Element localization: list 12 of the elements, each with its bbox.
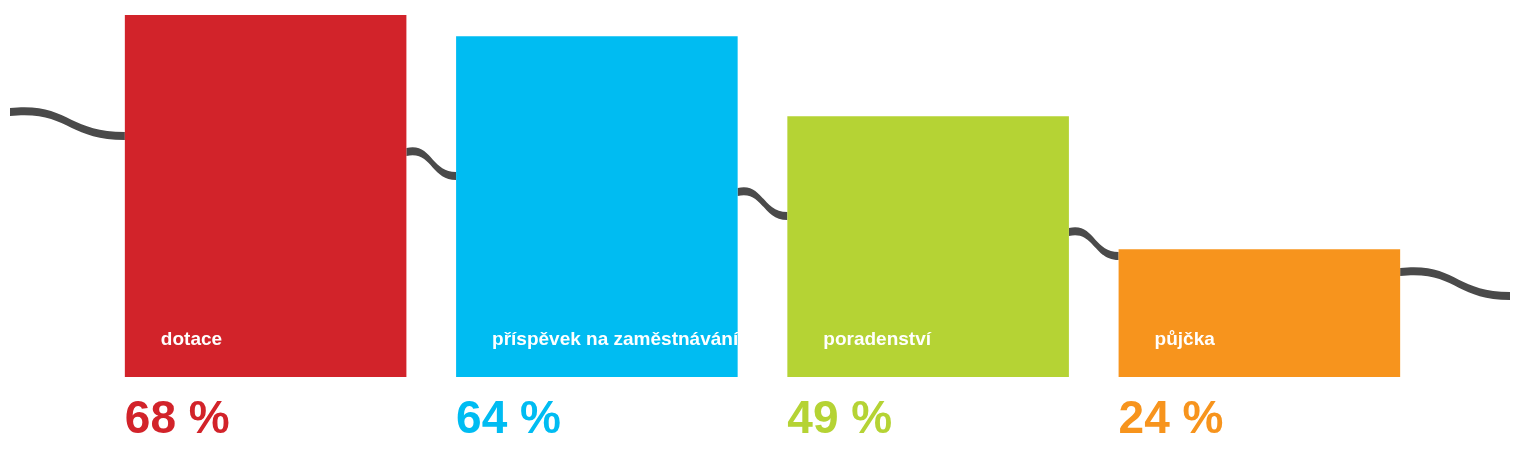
x-tick-label: půjčka xyxy=(1154,328,1216,350)
x-tick-label: poradenství xyxy=(823,328,932,350)
data-label: 24 % xyxy=(1118,390,1224,443)
data-label: 68 % xyxy=(124,390,230,443)
bar xyxy=(787,116,1069,377)
data-label: 64 % xyxy=(456,390,561,443)
bar xyxy=(456,36,738,377)
data-label: 49 % xyxy=(787,390,893,443)
x-tick-label: dotace xyxy=(160,328,223,350)
x-tick-label: příspěvek na zaměstnávání xyxy=(492,328,739,350)
bar xyxy=(124,15,407,377)
bar xyxy=(1118,249,1401,377)
